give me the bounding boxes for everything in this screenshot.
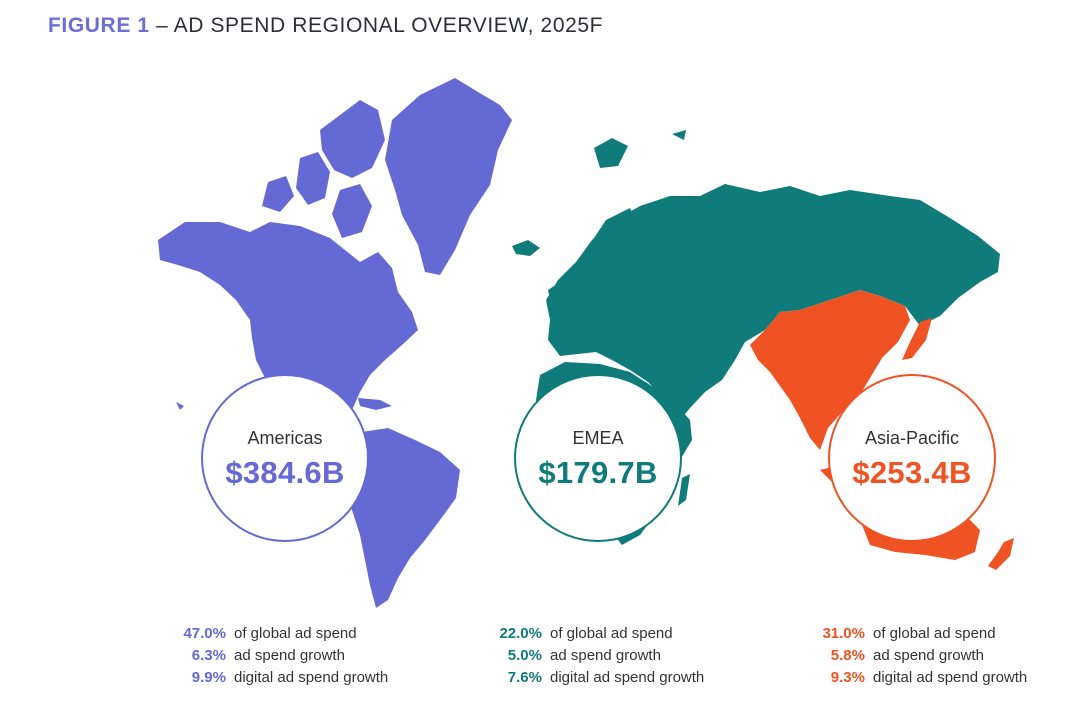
stat-label: of global ad spend (873, 625, 996, 642)
stat-value: 9.9% (191, 669, 226, 686)
apac-amount: $253.4B (852, 455, 972, 490)
stat-label: digital ad spend growth (234, 669, 389, 686)
arctic-islands-shape (320, 100, 385, 178)
emea-summary: EMEA $179.7B (513, 428, 683, 491)
stat-row: 5.8% ad spend growth (807, 645, 1027, 667)
stat-value: 5.0% (507, 647, 542, 664)
south-america-shape (346, 428, 460, 608)
stat-value: 47.0% (183, 625, 226, 642)
stat-row: 7.6% digital ad spend growth (484, 667, 704, 689)
figure-label: FIGURE 1 (48, 14, 150, 37)
north-america-shape (158, 222, 418, 422)
americas-circle (201, 374, 369, 542)
americas-amount: $384.6B (225, 455, 345, 490)
stat-row: 6.3% ad spend growth (168, 645, 388, 667)
apac-summary: Asia-Pacific $253.4B (827, 428, 997, 491)
stat-label: of global ad spend (234, 625, 357, 642)
stat-value: 22.0% (499, 625, 542, 642)
emea-circle (514, 374, 682, 542)
apac-region-name: Asia-Pacific (864, 428, 960, 448)
baffin-island-shape (296, 152, 330, 205)
stat-label: ad spend growth (234, 647, 345, 664)
eurasia-emea-shape (546, 184, 1000, 420)
stat-label: of global ad spend (550, 625, 673, 642)
figure-title-text: – AD SPEND REGIONAL OVERVIEW, 2025F (149, 14, 604, 37)
stat-label: digital ad spend growth (550, 669, 705, 686)
stat-row: 5.0% ad spend growth (484, 645, 704, 667)
americas-region-name: Americas (247, 428, 323, 448)
stat-value: 31.0% (822, 625, 865, 642)
apac-stats: 31.0% of global ad spend 5.8% ad spend gro… (807, 623, 1027, 689)
stat-label: ad spend growth (873, 647, 984, 664)
stat-value: 9.3% (830, 669, 865, 686)
stat-value: 6.3% (191, 647, 226, 664)
stat-value: 5.8% (830, 647, 865, 664)
emea-region-name: EMEA (572, 428, 624, 448)
figure-title: FIGURE 1 – AD SPEND REGIONAL OVERVIEW, 2… (48, 14, 603, 38)
stat-value: 7.6% (507, 669, 542, 686)
stat-label: digital ad spend growth (873, 669, 1028, 686)
americas-stats: 47.0% of global ad spend 6.3% ad spend gro… (168, 623, 388, 689)
stat-row: 31.0% of global ad spend (807, 623, 1027, 645)
emea-stats: 22.0% of global ad spend 5.0% ad spend gro… (484, 623, 704, 689)
stat-row: 22.0% of global ad spend (484, 623, 704, 645)
apac-circle (828, 374, 996, 542)
emea-amount: $179.7B (538, 455, 658, 490)
americas-summary: Americas $384.6B (200, 428, 370, 491)
asia-pacific-shape (750, 290, 910, 450)
stat-label: ad spend growth (550, 647, 661, 664)
greenland-shape (385, 78, 512, 275)
americas-landmass (158, 78, 512, 608)
stat-row: 47.0% of global ad spend (168, 623, 388, 645)
stat-row: 9.3% digital ad spend growth (807, 667, 1027, 689)
stat-row: 9.9% digital ad spend growth (168, 667, 388, 689)
